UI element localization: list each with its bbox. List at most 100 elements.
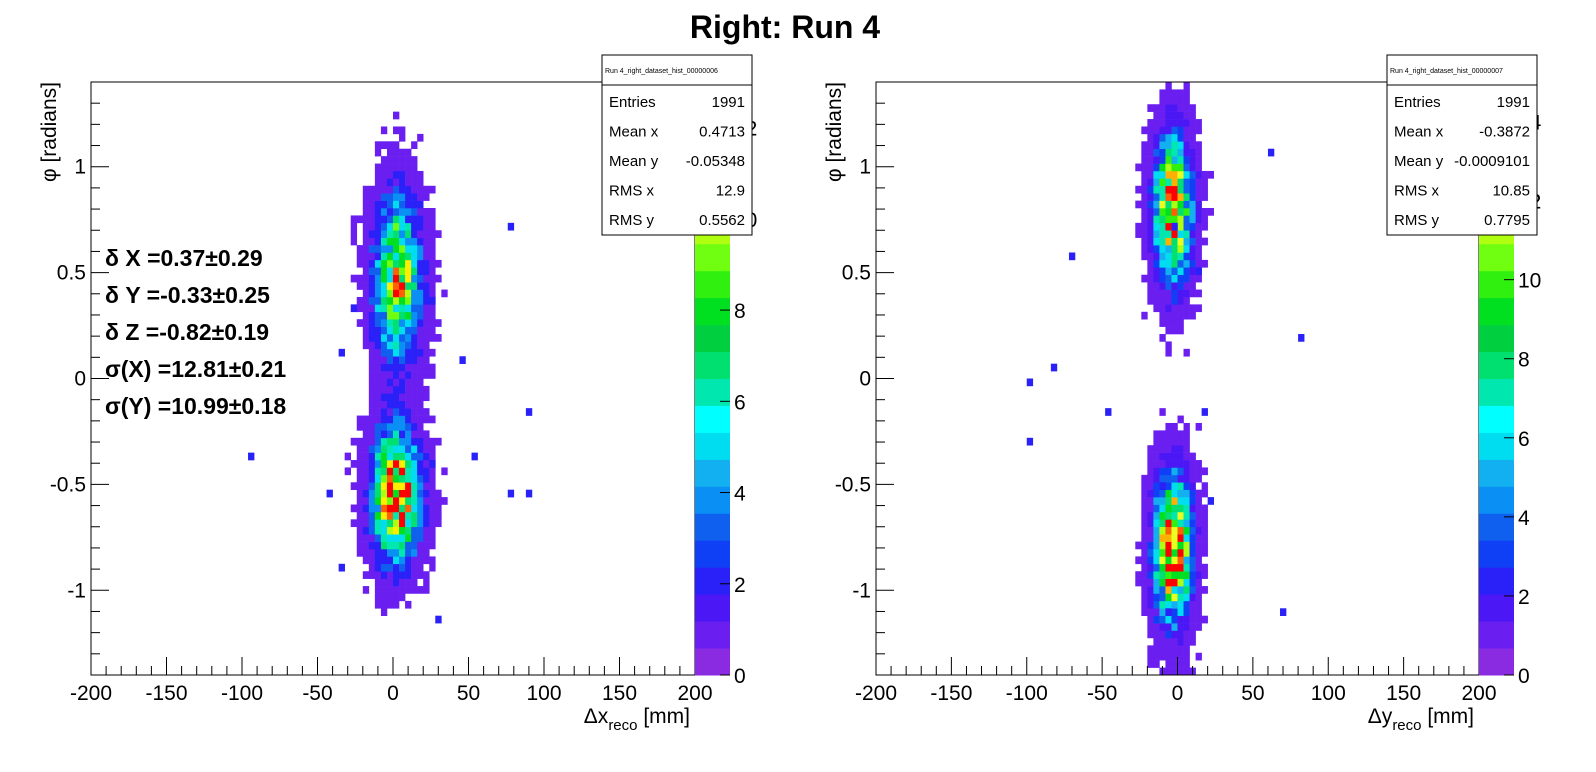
heatmap-cell — [1171, 163, 1178, 172]
heatmap-cell — [405, 548, 412, 557]
heatmap-cell — [1201, 541, 1208, 550]
heatmap-cell — [380, 586, 388, 594]
heatmap-cell — [1159, 556, 1166, 565]
heatmap-cell — [399, 230, 406, 238]
heatmap-cell — [1183, 267, 1190, 276]
x-tick-label: 50 — [457, 682, 480, 705]
heatmap-cell — [405, 156, 412, 164]
heatmap-cell — [380, 385, 388, 394]
heatmap-cell — [1153, 541, 1160, 550]
heatmap-cell — [374, 326, 382, 335]
heatmap-cell — [380, 200, 388, 209]
heatmap-cell — [1177, 111, 1184, 120]
heatmap-cell — [1177, 519, 1184, 528]
heatmap-cell — [1153, 289, 1160, 298]
heatmap-cell — [1147, 541, 1154, 550]
heatmap-cell — [380, 326, 388, 335]
heatmap-cell — [405, 178, 412, 187]
color-scale-band — [695, 540, 730, 568]
heatmap-cell — [405, 245, 412, 253]
heatmap-cell — [507, 489, 515, 498]
heatmap-cell — [1177, 104, 1184, 112]
heatmap-cell — [362, 252, 370, 261]
heatmap-cell — [338, 348, 345, 357]
heatmap-cell — [380, 185, 388, 194]
heatmap-cell — [368, 319, 376, 327]
heatmap-cell — [423, 586, 430, 594]
heatmap-cell — [1159, 178, 1166, 187]
heatmap-cell — [380, 245, 388, 253]
heatmap-cell — [386, 237, 394, 246]
stats-label: Mean x — [609, 124, 659, 141]
heatmap-cell — [1165, 111, 1172, 120]
heatmap-cell — [1171, 630, 1178, 639]
heatmap-cell — [411, 141, 418, 150]
heatmap-cell — [1171, 578, 1178, 587]
heatmap-cell — [380, 371, 388, 379]
heatmap-cell — [399, 237, 406, 246]
heatmap-cell — [1201, 489, 1208, 498]
heatmap-cell — [393, 445, 400, 453]
heatmap-cell — [362, 415, 370, 424]
heatmap-cell — [399, 452, 406, 461]
heatmap-cell — [405, 289, 412, 298]
heatmap-cell — [380, 563, 388, 572]
heatmap-cell — [1153, 156, 1160, 164]
heatmap-cell — [1195, 615, 1202, 624]
heatmap-cell — [1159, 460, 1166, 468]
heatmap-cell — [405, 193, 412, 201]
heatmap-cell — [380, 319, 388, 327]
heatmap-cell — [1159, 467, 1166, 476]
heatmap-cell — [374, 259, 382, 268]
heatmap-cell — [1147, 141, 1154, 150]
heatmap-cell — [1153, 504, 1160, 513]
heatmap-cell — [411, 341, 418, 350]
heatmap-cell — [362, 334, 370, 342]
heatmap-cell — [1195, 600, 1202, 609]
heatmap-cell — [417, 237, 424, 246]
heatmap-cell — [399, 482, 406, 490]
heatmap-cell — [1153, 430, 1160, 439]
heatmap-cell — [405, 267, 412, 276]
heatmap-cell — [1147, 230, 1154, 238]
heatmap-cell — [386, 393, 394, 402]
heatmap-cell — [423, 371, 430, 379]
heatmap-cell — [393, 519, 400, 528]
heatmap-cell — [1171, 274, 1178, 283]
heatmap-cell — [411, 319, 418, 327]
heatmap-cell — [1195, 178, 1202, 187]
heatmap-cell — [423, 230, 430, 238]
heatmap-cell — [1183, 600, 1190, 609]
heatmap-cell — [411, 571, 418, 579]
stats-box: Run 4_right_dataset_hist_00000007Entries… — [1386, 54, 1538, 236]
x-tick-label: 200 — [677, 682, 712, 705]
heatmap-cell — [417, 222, 424, 231]
heatmap-cell — [386, 304, 394, 313]
heatmap-cell — [356, 274, 364, 283]
heatmap-cell — [368, 222, 376, 231]
heatmap-cell — [1159, 96, 1166, 105]
heatmap-cell — [386, 341, 394, 350]
heatmap-cell — [386, 556, 394, 565]
heatmap-cell — [1153, 148, 1160, 157]
heatmap-cell — [1165, 259, 1172, 268]
heatmap-cell — [1026, 437, 1034, 446]
heatmap-cell — [417, 371, 424, 379]
heatmap-cell — [399, 245, 406, 253]
color-scale-band — [695, 432, 730, 460]
heatmap-cell — [1165, 148, 1172, 157]
heatmap-cell — [362, 482, 370, 490]
heatmap-cell — [405, 482, 412, 490]
heatmap-cell — [423, 193, 430, 201]
heatmap-cell — [1189, 511, 1196, 520]
heatmap-cell — [368, 200, 376, 209]
heatmap-cell — [405, 497, 412, 505]
heatmap-cell — [362, 296, 370, 305]
heatmap-cell — [399, 519, 406, 528]
heatmap-cell — [1159, 534, 1166, 542]
heatmap-cell — [429, 274, 436, 283]
heatmap-cell — [405, 222, 412, 231]
heatmap-cell — [1165, 445, 1172, 453]
heatmap-cell — [1159, 623, 1166, 631]
heatmap-cell — [374, 497, 382, 505]
